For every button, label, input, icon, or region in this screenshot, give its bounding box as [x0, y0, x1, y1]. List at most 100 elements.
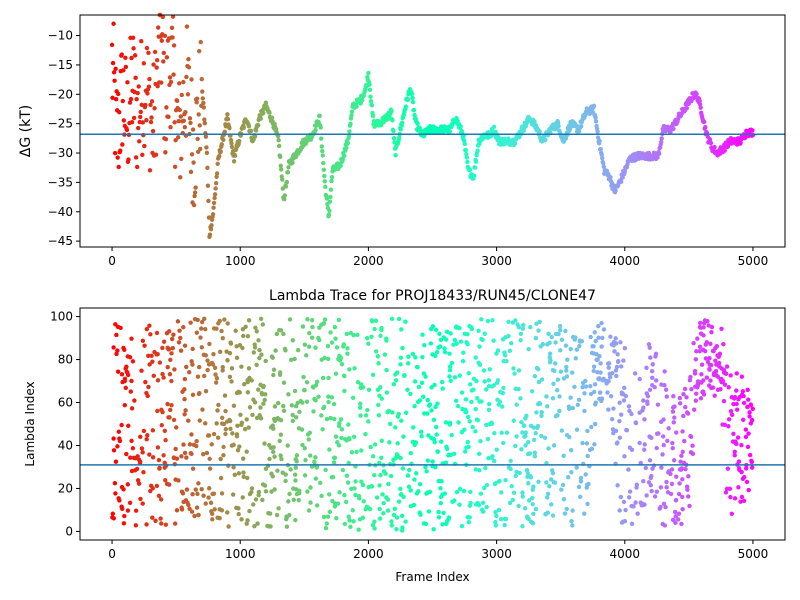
- lambda-point: [321, 404, 327, 410]
- delta-g-point: [177, 81, 182, 86]
- lambda-point: [452, 375, 458, 380]
- lambda-point: [732, 394, 738, 400]
- lambda-point: [557, 323, 563, 329]
- lambda-point: [518, 331, 524, 336]
- lambda-point: [710, 385, 716, 390]
- lambda-point: [535, 423, 541, 429]
- lambda-point: [363, 431, 368, 437]
- lambda-point: [235, 423, 240, 429]
- lambda-point: [549, 334, 554, 340]
- lambda-point: [328, 330, 333, 335]
- lambda-point: [281, 331, 286, 337]
- delta-g-point: [237, 138, 242, 144]
- delta-g-point: [463, 147, 469, 153]
- lambda-point: [553, 340, 558, 345]
- lambda-point: [650, 362, 655, 367]
- lambda-point: [641, 405, 646, 410]
- delta-g-point: [253, 128, 259, 133]
- lambda-point: [244, 417, 249, 422]
- lambda-point: [536, 379, 542, 385]
- lambda-point: [144, 437, 149, 442]
- lambda-point: [187, 370, 192, 375]
- lambda-point: [366, 419, 371, 424]
- lambda-point: [349, 486, 354, 492]
- lambda-point: [158, 497, 164, 502]
- delta-g-point: [722, 148, 727, 153]
- lambda-point: [401, 494, 406, 500]
- lambda-point: [402, 373, 407, 378]
- lambda-point: [739, 443, 744, 448]
- lambda-point: [440, 386, 445, 391]
- lambda-point: [186, 418, 191, 423]
- lambda-point: [432, 382, 437, 388]
- lambda-point: [163, 437, 168, 443]
- lambda-point: [502, 353, 508, 358]
- lambda-point: [213, 372, 218, 377]
- lambda-point: [567, 434, 572, 440]
- lambda-point: [591, 364, 597, 369]
- lambda-point: [644, 493, 649, 498]
- lambda-point: [246, 366, 252, 371]
- lambda-point: [615, 440, 620, 445]
- delta-g-point: [137, 139, 142, 144]
- lambda-xtick-label: 0: [108, 547, 116, 561]
- lambda-point: [339, 435, 344, 441]
- delta-g-point: [126, 157, 131, 162]
- lambda-point: [134, 466, 140, 472]
- delta-g-point: [702, 119, 707, 124]
- lambda-point: [126, 423, 131, 428]
- lambda-ytick-label: 0: [65, 524, 73, 538]
- lambda-xtick-label: 2000: [353, 547, 384, 561]
- lambda-point: [249, 378, 254, 383]
- lambda-point: [664, 479, 669, 485]
- delta-g-point: [191, 160, 196, 165]
- delta-g-point: [285, 170, 291, 175]
- delta-g-point: [160, 14, 166, 20]
- lambda-point: [219, 508, 225, 513]
- delta-g-point: [166, 114, 171, 120]
- lambda-point: [666, 426, 671, 431]
- lambda-point: [499, 430, 504, 436]
- lambda-point: [353, 479, 358, 484]
- lambda-point: [536, 479, 541, 484]
- delta-g-point: [348, 121, 353, 127]
- lambda-point: [536, 328, 541, 333]
- lambda-point: [309, 317, 315, 323]
- lambda-point: [714, 343, 720, 349]
- delta-g-point: [369, 103, 375, 108]
- delta-g-point: [328, 187, 334, 192]
- lambda-point: [292, 388, 298, 394]
- lambda-point: [442, 346, 447, 351]
- lambda-point: [423, 374, 428, 379]
- lambda-point: [583, 378, 588, 384]
- lambda-point: [285, 443, 290, 448]
- lambda-point: [561, 497, 567, 502]
- delta-g-point: [496, 135, 501, 140]
- lambda-point: [119, 422, 124, 428]
- lambda-point: [181, 324, 186, 330]
- lambda-point: [514, 434, 519, 439]
- lambda-point: [486, 378, 492, 383]
- lambda-point: [458, 339, 464, 344]
- delta-g-point: [210, 212, 216, 217]
- lambda-point: [182, 396, 187, 402]
- lambda-point: [426, 509, 432, 514]
- lambda-point: [181, 442, 186, 447]
- lambda-point: [153, 518, 158, 524]
- lambda-point: [534, 321, 539, 326]
- lambda-point: [228, 341, 234, 346]
- lambda-point: [208, 500, 214, 505]
- lambda-point: [674, 474, 679, 479]
- lambda-point: [444, 329, 450, 335]
- lambda-point: [146, 353, 151, 359]
- lambda-point: [619, 364, 624, 369]
- lambda-point: [706, 323, 711, 328]
- lambda-point: [240, 456, 246, 461]
- lambda-point: [360, 515, 366, 520]
- delta-g-point: [173, 137, 178, 143]
- lambda-point: [473, 355, 478, 360]
- lambda-point: [494, 447, 499, 452]
- lambda-point: [343, 499, 349, 505]
- delta-g-point: [163, 150, 168, 155]
- delta-g-point: [194, 100, 199, 105]
